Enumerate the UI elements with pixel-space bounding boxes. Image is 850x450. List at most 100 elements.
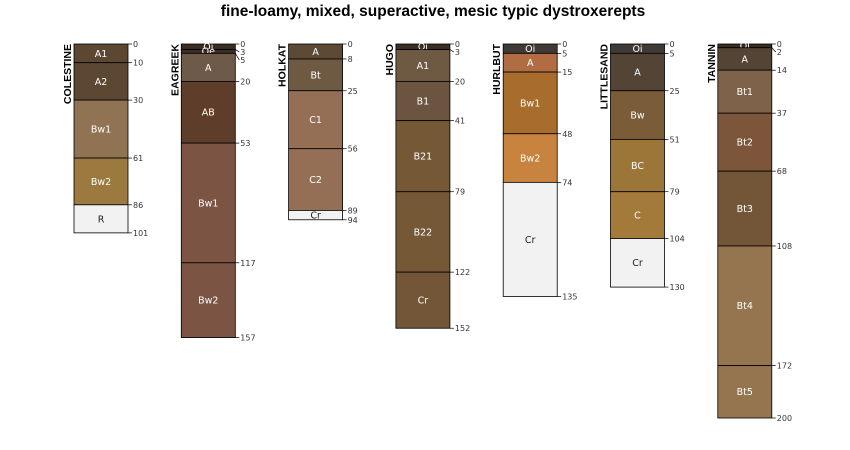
- horizon-label: Oe: [202, 47, 215, 58]
- horizon-label: Cr: [418, 296, 429, 307]
- horizon-r: [73, 204, 129, 234]
- profile-hurlbut: HURLBUT Oi A Bw1 Bw2 Cr 05 15 48 74 135: [491, 40, 577, 301]
- profile-littlesand: LITTLESAND Oi A Bw BC C Cr 05 25 51 79 104 130: [599, 40, 685, 292]
- depth-label: 56: [348, 145, 358, 154]
- depth-label: 8: [348, 55, 353, 64]
- horizon-bw1: [73, 99, 129, 159]
- horizon-label: Bt3: [737, 204, 753, 215]
- horizon-label: Bw1: [91, 125, 111, 136]
- horizon-label: Oi: [418, 42, 428, 53]
- depth-label: 20: [240, 77, 250, 86]
- profile-name-label: HOLKAT: [277, 43, 289, 87]
- depth-tick: [235, 49, 240, 53]
- depth-label: 135: [562, 292, 577, 301]
- horizon-label: Bt4: [737, 301, 753, 312]
- horizon-a1: [395, 49, 451, 82]
- depth-label: 117: [240, 259, 255, 268]
- depth-label: 0: [133, 40, 138, 49]
- horizon-c: [610, 191, 665, 239]
- horizon-cr: [395, 271, 451, 329]
- horizon-label: A2: [95, 77, 108, 88]
- profile-colestine: COLESTINE A1 A2 Bw1 Bw2 R 0 10 30 61 86 101: [62, 40, 148, 238]
- depth-label: 51: [670, 135, 680, 144]
- depth-label: 101: [133, 229, 148, 238]
- depth-label: 89: [348, 206, 358, 215]
- horizon-label: Bw: [630, 110, 645, 121]
- depth-label: 15: [562, 68, 572, 77]
- depth-label: 3: [240, 48, 245, 57]
- profile-name-label: LITTLESAND: [599, 44, 611, 110]
- depth-label: 3: [455, 48, 460, 57]
- horizon-c2: [288, 148, 344, 211]
- horizon-label: Cr: [632, 258, 643, 269]
- horizon-label: AB: [202, 108, 215, 119]
- horizon-label: A: [312, 47, 319, 58]
- profile-name-label: EAGREEK: [169, 44, 181, 96]
- depth-label: 0: [562, 40, 567, 49]
- horizon-label: Bt5: [737, 387, 753, 398]
- depth-label: 30: [133, 96, 143, 105]
- horizon-label: Bw2: [198, 296, 218, 307]
- horizon-a: [610, 52, 665, 92]
- depth-label: 20: [455, 77, 465, 86]
- depth-label: 10: [133, 59, 143, 68]
- profile-tannin: TANNIN Oi A Bt1 Bt2 Bt3 Bt4 Bt5 02 14 37 68 108 172 20…: [706, 40, 792, 423]
- horizon-label: Cr: [525, 235, 536, 246]
- depth-label: 122: [455, 268, 470, 277]
- horizon-label: Oi: [525, 44, 535, 55]
- depth-label: 48: [562, 130, 572, 139]
- horizon-label: BC: [631, 161, 644, 172]
- depth-label: 5: [562, 49, 567, 58]
- horizon-label: A: [742, 54, 749, 65]
- horizon-label: Oi: [740, 41, 750, 52]
- chart-title: fine-loamy, mixed, superactive, mesic ty…: [221, 3, 645, 20]
- horizon-label: Bw1: [198, 198, 218, 209]
- horizon-label: A1: [417, 61, 430, 72]
- depth-label: 5: [240, 56, 245, 65]
- horizon-bw2: [502, 133, 558, 183]
- depth-label: 25: [348, 87, 358, 96]
- horizon-bt: [288, 58, 344, 92]
- horizon-label: C: [634, 211, 641, 222]
- horizon-label: A1: [95, 49, 108, 60]
- horizon-label: B22: [414, 227, 433, 238]
- horizon-bt2: [717, 112, 773, 172]
- horizon-label: Oi: [203, 42, 213, 53]
- horizon-bt3: [717, 170, 773, 247]
- depth-label: 0: [240, 40, 245, 49]
- horizon-label: A: [634, 67, 641, 78]
- depth-label: 130: [670, 283, 685, 292]
- depth-label: 5: [670, 49, 675, 58]
- horizon-a: [180, 52, 236, 82]
- profile-name-label: HURLBUT: [491, 43, 503, 94]
- depth-label: 79: [670, 188, 680, 197]
- depth-tick: [235, 53, 240, 61]
- horizon-label: Bw2: [91, 177, 111, 188]
- depth-label: 0: [348, 40, 353, 49]
- depth-label: 0: [455, 40, 460, 49]
- depth-label: 200: [777, 414, 792, 423]
- horizon-label: Bt1: [737, 87, 753, 98]
- horizon-cr: [610, 238, 665, 288]
- horizon-bw1: [180, 142, 236, 264]
- horizon-label: A: [205, 63, 212, 74]
- profile-name-label: COLESTINE: [62, 44, 74, 104]
- horizon-label: Cr: [310, 211, 321, 222]
- horizon-label: C2: [309, 175, 322, 186]
- depth-label: 14: [777, 66, 787, 75]
- horizon-label: B21: [414, 152, 433, 163]
- depth-label: 37: [777, 109, 787, 118]
- depth-label: 74: [562, 178, 572, 187]
- horizon-bw1: [502, 71, 558, 135]
- horizon-cr: [502, 181, 558, 297]
- depth-label: 68: [777, 167, 787, 176]
- horizon-bt5: [717, 365, 773, 419]
- depth-label: 0: [670, 40, 675, 49]
- horizon-b22: [395, 191, 451, 273]
- horizon-cr: [288, 210, 344, 221]
- horizon-label: R: [98, 214, 105, 225]
